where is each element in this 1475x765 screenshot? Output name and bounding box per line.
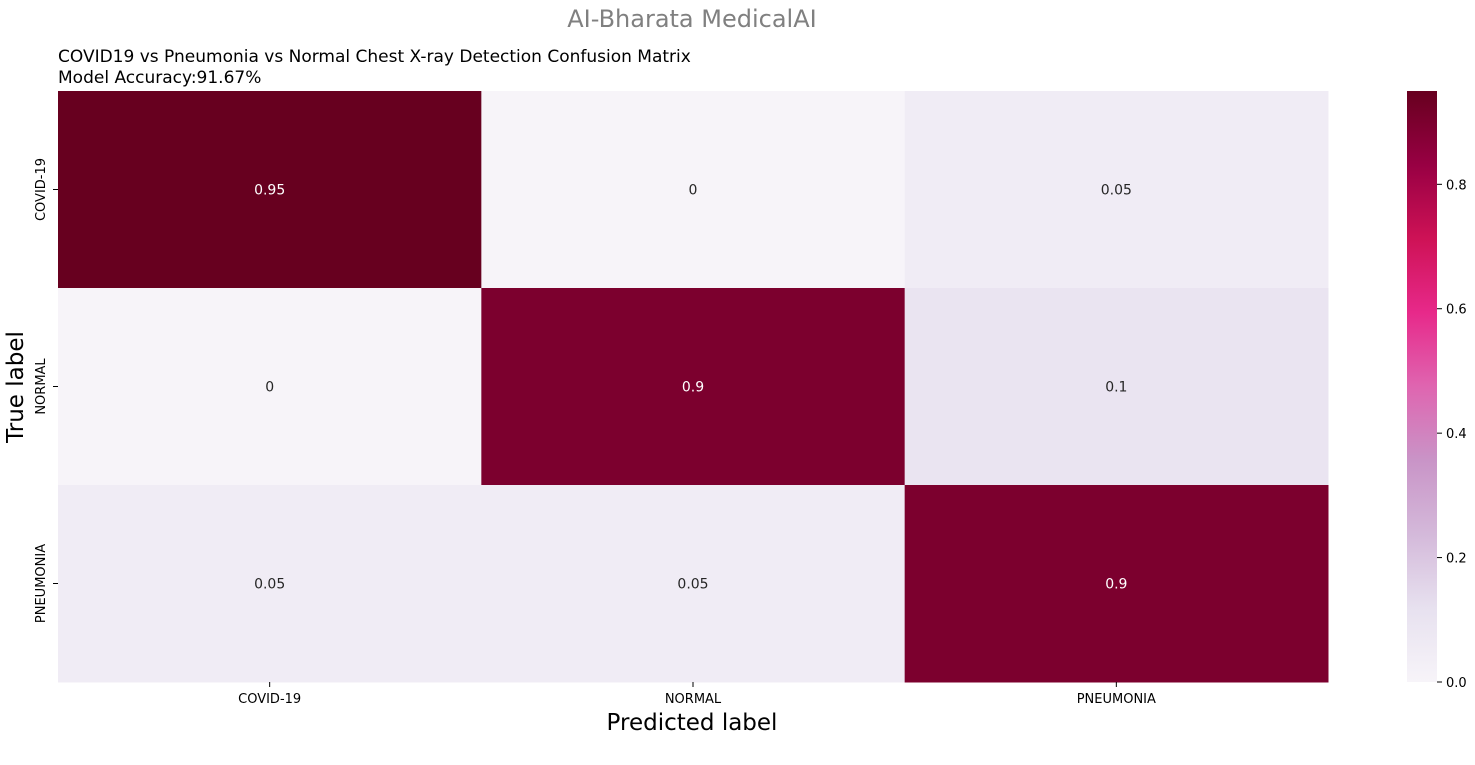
x-axis-label: Predicted label (607, 710, 778, 736)
suptitle: AI-Bharata MedicalAI (567, 5, 816, 33)
y-axis-label: True label (3, 331, 29, 444)
y-tick-label: NORMAL (34, 358, 49, 415)
colorbar-tick-label: 0.8 (1446, 178, 1467, 193)
heatmap-cell (58, 485, 482, 683)
cell-value-label: 0.05 (254, 577, 285, 593)
x-tick-label: PNEUMONIA (1077, 692, 1156, 707)
colorbar (1407, 91, 1437, 682)
heatmap-cell (904, 485, 1329, 683)
x-tick-label: COVID-19 (238, 692, 301, 707)
heatmap-cell (58, 91, 482, 289)
cell-value-label: 0.1 (1105, 380, 1127, 396)
heatmap-cell (481, 91, 906, 289)
cell-value-label: 0.05 (677, 577, 708, 593)
heatmap-cell (904, 91, 1329, 289)
heatmap-cell (904, 288, 1329, 486)
cell-value-label: 0 (265, 380, 274, 396)
cell-value-label: 0 (689, 183, 698, 199)
colorbar-tick-label: 0.6 (1446, 303, 1467, 318)
cell-value-label: 0.95 (254, 183, 285, 199)
cell-value-label: 0.05 (1101, 183, 1132, 199)
colorbar-tick-label: 0.4 (1446, 427, 1467, 442)
y-tick-label: COVID-19 (34, 158, 49, 221)
x-tick-labels: COVID-19 NORMAL PNEUMONIA (238, 682, 1156, 707)
colorbar-tick-label: 0.0 (1446, 676, 1467, 691)
chart-title-line2: Model Accuracy:91.67% (58, 68, 261, 88)
cell-value-label: 0.9 (682, 380, 704, 396)
heatmap-cell (58, 288, 482, 486)
heatmap-cells: 0.95 0 0.05 0 0.9 0.1 0.05 0.05 0.9 (58, 91, 1329, 683)
colorbar-ticks: 0.0 0.2 0.4 0.6 0.8 (1437, 178, 1467, 691)
y-tick-labels: COVID-19 NORMAL PNEUMONIA (34, 158, 58, 623)
cell-value-label: 0.9 (1105, 577, 1127, 593)
heatmap-cell (481, 485, 906, 683)
x-tick-label: NORMAL (665, 692, 722, 707)
colorbar-tick-label: 0.2 (1446, 552, 1467, 567)
y-tick-label: PNEUMONIA (34, 544, 49, 623)
chart-title-line1: COVID19 vs Pneumonia vs Normal Chest X-r… (58, 47, 691, 67)
heatmap-cell (481, 288, 906, 486)
